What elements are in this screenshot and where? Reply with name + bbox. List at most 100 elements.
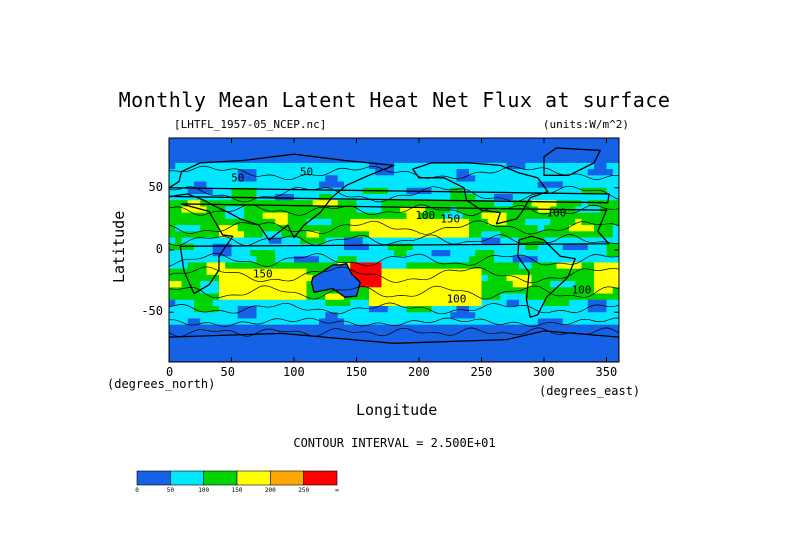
flux-cell [225,274,233,282]
flux-cell [219,181,226,189]
flux-cell [512,299,520,307]
flux-cell [212,306,220,313]
flux-cell [556,268,564,276]
flux-cell [506,218,514,226]
flux-cell [369,256,376,264]
flux-cell [519,156,526,164]
flux-cell [325,212,333,220]
flux-cell [312,312,320,320]
flux-cell [444,355,451,362]
flux-cell [406,225,414,232]
flux-cell [306,212,314,220]
flux-cell [350,324,358,332]
flux-cell [325,218,333,226]
flux-cell [506,349,514,357]
flux-cell [306,225,314,232]
flux-cell [437,162,445,170]
flux-cell [487,343,495,351]
flux-cell [606,175,614,183]
flux-cell [212,324,220,332]
flux-cell [469,243,476,251]
flux-cell [506,250,514,257]
flux-cell [350,175,358,183]
flux-cell [281,318,289,326]
flux-cell [306,231,314,239]
flux-cell [331,156,339,164]
flux-cell [350,268,358,276]
flux-cell [362,349,370,357]
flux-cell [381,206,389,214]
flux-cell [206,156,214,164]
flux-cell [600,218,608,226]
flux-cell [387,337,395,344]
flux-cell [369,200,376,208]
flux-cell [181,138,189,145]
flux-cell [362,250,370,257]
flux-cell [356,243,364,251]
flux-cell [500,144,508,152]
flux-cell [294,299,301,307]
flux-cell [237,281,245,288]
colorbar-swatch [170,470,204,486]
flux-cell [475,156,483,164]
flux-cell [325,250,333,257]
flux-cell [212,349,220,357]
flux-cell [537,156,545,164]
flux-cell [181,312,189,320]
flux-cell [481,299,489,307]
flux-cell [350,212,358,220]
flux-cell [337,150,345,158]
flux-cell [412,156,420,164]
flux-cell [375,299,383,307]
flux-cell [519,225,526,232]
flux-cell [250,293,258,301]
flux-cell [600,287,608,295]
flux-cell [356,268,364,276]
flux-cell [200,175,208,183]
flux-cell [400,330,408,338]
flux-cell [275,237,283,245]
flux-cell [300,349,308,357]
flux-cell [287,144,295,152]
flux-cell [344,212,351,220]
flux-cell [200,349,208,357]
flux-cell [287,169,295,176]
flux-cell [250,243,258,251]
flux-cell [394,194,401,201]
flux-cell [594,299,601,307]
flux-cell [312,256,320,264]
flux-cell [494,343,501,351]
flux-cell [250,343,258,351]
flux-cell [331,194,339,201]
flux-cell [437,343,445,351]
flux-cell [337,162,345,170]
flux-cell [231,231,239,239]
flux-cell [525,349,533,357]
flux-cell [531,349,539,357]
flux-cell [525,156,533,164]
flux-cell [294,218,301,226]
flux-cell [481,293,489,301]
flux-cell [387,274,395,282]
flux-cell [544,181,551,189]
flux-cell [444,169,451,176]
flux-cell [481,312,489,320]
flux-cell [469,262,476,270]
flux-cell [587,237,595,245]
flux-cell [262,212,270,220]
flux-cell [569,156,576,164]
flux-cell [400,138,408,145]
flux-cell [556,256,564,264]
flux-cell [187,218,195,226]
flux-cell [437,324,445,332]
flux-cell [281,343,289,351]
flux-cell [587,225,595,232]
flux-cell [312,225,320,232]
flux-cell [556,181,564,189]
flux-cell [212,200,220,208]
flux-cell [406,150,414,158]
flux-cell [194,330,201,338]
flux-cell [212,287,220,295]
flux-cell [325,231,333,239]
flux-cell [225,144,233,152]
